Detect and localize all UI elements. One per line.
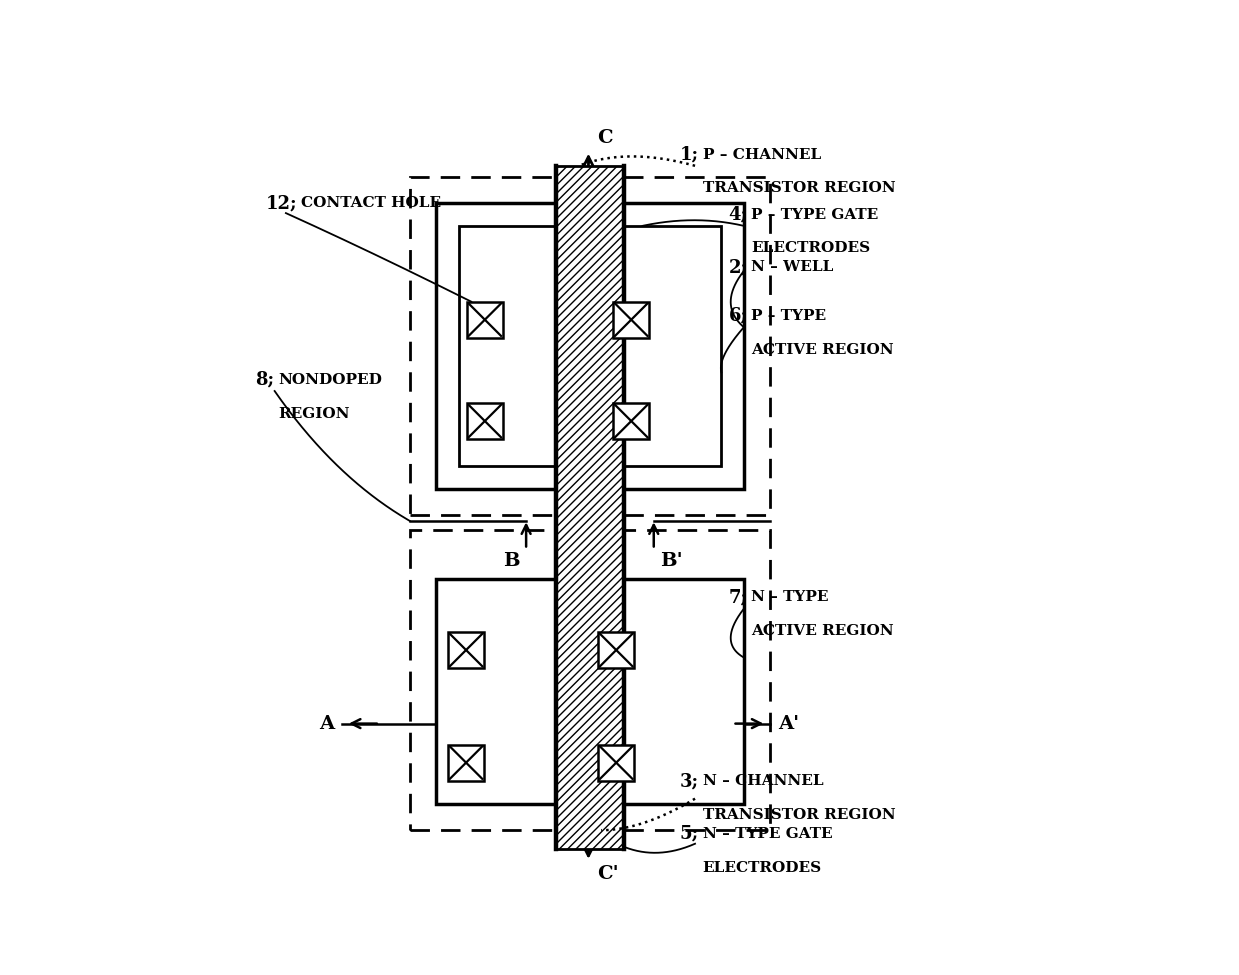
Text: B: B (503, 553, 520, 570)
Text: 3;: 3; (680, 772, 699, 791)
Text: REGION: REGION (279, 407, 349, 420)
Text: 12;: 12; (265, 194, 297, 213)
Bar (436, 579, 743, 804)
Text: A': A' (778, 715, 799, 732)
Bar (556, 166, 623, 849)
Text: N – WELL: N – WELL (751, 260, 834, 274)
Bar (598, 632, 634, 668)
Text: C': C' (597, 866, 620, 883)
Text: 2;: 2; (729, 258, 747, 276)
Text: 6;: 6; (729, 307, 747, 325)
Text: ACTIVE REGION: ACTIVE REGION (751, 343, 895, 357)
Text: TRANSISTOR REGION: TRANSISTOR REGION (703, 181, 896, 195)
Text: ACTIVE REGION: ACTIVE REGION (751, 624, 895, 639)
Text: C: C (597, 129, 613, 147)
Bar (467, 301, 503, 337)
Bar (410, 530, 771, 831)
Bar (436, 204, 743, 488)
Text: B': B' (659, 553, 683, 570)
Bar (467, 403, 503, 439)
Text: N – TYPE: N – TYPE (751, 591, 829, 604)
Text: N – CHANNEL: N – CHANNEL (703, 774, 823, 789)
Text: 1;: 1; (680, 145, 699, 164)
Text: ELECTRODES: ELECTRODES (751, 242, 871, 255)
Text: 8;: 8; (255, 370, 275, 389)
Text: P – TYPE: P – TYPE (751, 309, 826, 323)
Text: 4;: 4; (729, 206, 747, 223)
Text: ELECTRODES: ELECTRODES (703, 861, 821, 875)
Bar (449, 632, 484, 668)
Text: TRANSISTOR REGION: TRANSISTOR REGION (703, 808, 896, 822)
Bar (613, 403, 649, 439)
Text: 5;: 5; (679, 825, 699, 843)
Text: N – TYPE GATE: N – TYPE GATE (703, 827, 833, 841)
Text: 7;: 7; (729, 589, 747, 606)
Bar (556, 166, 623, 849)
Text: CONTACT HOLE: CONTACT HOLE (301, 196, 441, 211)
Text: P – CHANNEL: P – CHANNEL (703, 147, 820, 162)
Bar (598, 745, 634, 781)
Bar (410, 177, 771, 515)
Bar (613, 301, 649, 337)
Text: P – TYPE GATE: P – TYPE GATE (751, 208, 878, 221)
Text: NONDOPED: NONDOPED (279, 372, 383, 387)
Bar (449, 745, 484, 781)
Text: A: A (320, 715, 335, 732)
Bar (458, 226, 721, 466)
